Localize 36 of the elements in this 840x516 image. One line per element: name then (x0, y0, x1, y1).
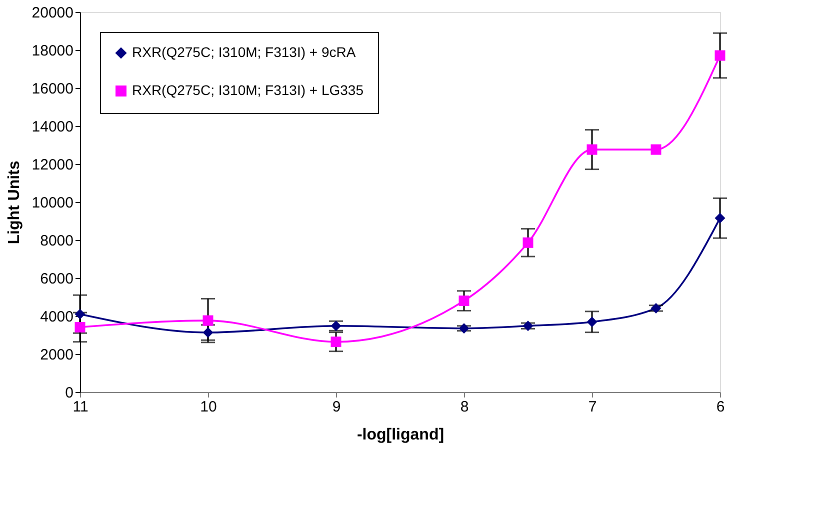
point (202, 327, 214, 338)
y-tick-label: 18000 (32, 42, 74, 60)
y-tick-label: 6000 (40, 270, 74, 288)
y-tick-label: 20000 (32, 4, 74, 22)
x-tick-label: 6 (716, 398, 725, 416)
y-tick-label: 4000 (40, 308, 74, 326)
y-tick-label: 0 (65, 384, 74, 402)
legend-label: RXR(Q275C; I310M; F313I) + LG335 (132, 82, 364, 98)
x-tick-label: 7 (588, 398, 597, 416)
point (458, 296, 470, 306)
point (714, 212, 726, 224)
point (330, 336, 342, 348)
point (458, 323, 470, 334)
x-tick-label: 9 (332, 398, 341, 416)
point (586, 316, 598, 328)
point (74, 308, 86, 320)
y-tick-label: 14000 (32, 118, 74, 136)
y-tick-label: 8000 (40, 232, 74, 250)
y-axis-title: Light Units (6, 160, 23, 244)
point (74, 322, 86, 332)
point (714, 50, 726, 61)
point (650, 302, 662, 314)
x-tick-label: 8 (460, 398, 469, 416)
y-tick-label: 16000 (32, 80, 74, 98)
point (522, 237, 534, 248)
point (650, 144, 662, 155)
point (586, 144, 598, 155)
y-tick-label: 10000 (32, 194, 74, 212)
x-axis-title: -log[ligand] (356, 426, 444, 444)
point (522, 320, 534, 332)
y-tick-label: 12000 (32, 156, 74, 174)
x-tick-label: 10 (200, 398, 217, 416)
legend-label: RXR(Q275C; I310M; F313I) + 9cRA (132, 44, 356, 60)
point (202, 315, 214, 326)
x-tick-label: 11 (72, 398, 88, 416)
y-tick-label: 2000 (40, 346, 74, 364)
